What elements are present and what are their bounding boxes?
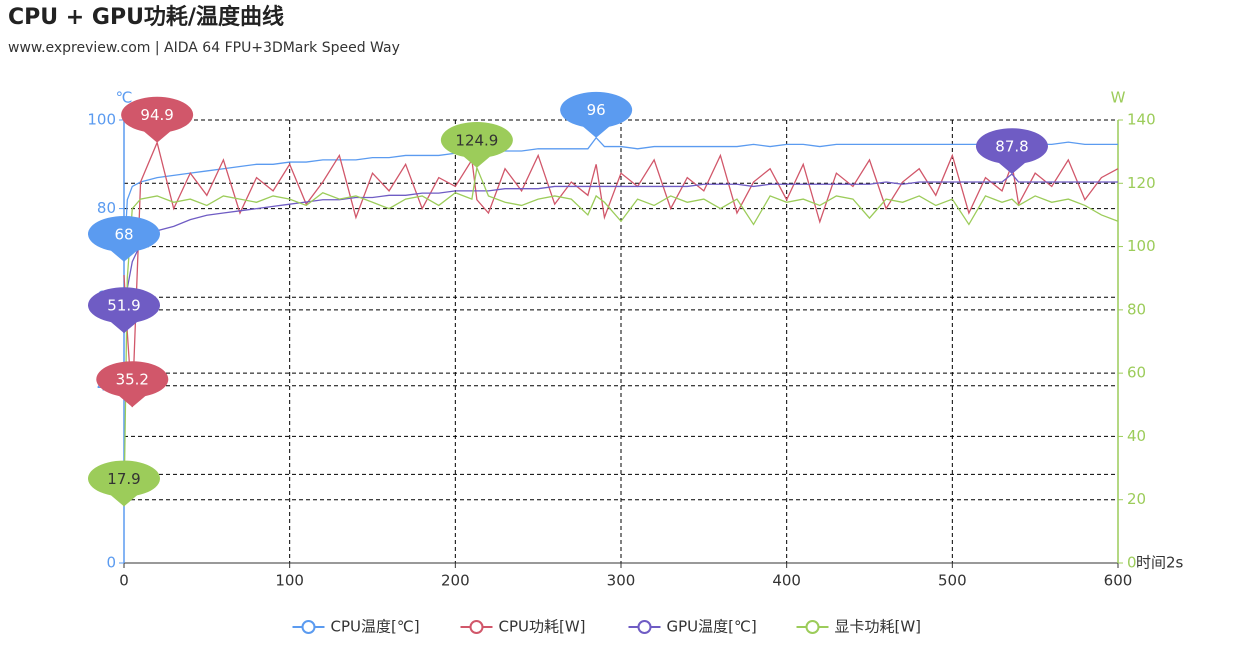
pin-marker: 35.2 xyxy=(96,361,169,408)
y2-tick-label: 0 xyxy=(1127,554,1137,572)
y2-tick-label: 60 xyxy=(1127,364,1146,382)
legend-label: GPU温度[℃] xyxy=(667,618,757,636)
pin-marker: 124.9 xyxy=(440,121,513,168)
x-tick-label: 300 xyxy=(607,572,636,590)
y2-tick-label: 40 xyxy=(1127,427,1146,445)
series-line xyxy=(123,165,1119,507)
pin-label: 87.8 xyxy=(995,138,1028,156)
y2-tick-label: 140 xyxy=(1127,111,1156,129)
chart-subtitle: www.expreview.com | AIDA 64 FPU+3DMark S… xyxy=(8,40,400,56)
legend-item[interactable]: GPU温度[℃] xyxy=(628,618,757,636)
x-tick-label: 400 xyxy=(772,572,801,590)
series-line xyxy=(123,140,1119,408)
pin-label: 35.2 xyxy=(116,371,149,389)
pin xyxy=(440,121,513,168)
legend-item[interactable]: 显卡功耗[W] xyxy=(796,618,922,636)
series-line xyxy=(123,136,1118,262)
chart-title: CPU + GPU功耗/温度曲线 xyxy=(8,4,284,30)
pin-label: 96 xyxy=(587,101,606,119)
pin xyxy=(88,287,160,334)
y-axis-title: ℃ xyxy=(116,89,133,107)
legend-label: CPU温度[℃] xyxy=(331,618,420,636)
legend-label: 显卡功耗[W] xyxy=(835,618,922,636)
y-tick-label: 100 xyxy=(87,111,116,129)
y-tick-label: 80 xyxy=(97,199,116,217)
legend-item[interactable]: CPU功耗[W] xyxy=(460,618,586,636)
legend-symbol xyxy=(637,620,652,634)
legend-symbol xyxy=(805,620,820,634)
pin-marker: 17.9 xyxy=(88,460,160,507)
pin-label: 94.9 xyxy=(140,106,173,124)
legend-item[interactable]: CPU温度[℃] xyxy=(292,618,420,636)
pin-marker: 51.9 xyxy=(88,287,160,334)
legend-symbol xyxy=(301,620,316,634)
pin-marker: 87.8 xyxy=(975,128,1048,175)
pin xyxy=(975,128,1048,175)
pin-label: 17.9 xyxy=(107,470,140,488)
y2-axis-title: W xyxy=(1111,89,1126,107)
x-tick-label: 100 xyxy=(275,572,304,590)
y2-tick-label: 20 xyxy=(1127,490,1146,508)
pin xyxy=(121,96,194,143)
legend-label: CPU功耗[W] xyxy=(499,618,586,636)
pin-marker: 94.9 xyxy=(121,96,194,143)
pin xyxy=(88,460,160,507)
pin-label: 51.9 xyxy=(107,297,140,315)
x-tick-label: 600 xyxy=(1104,572,1133,590)
y-tick-label: 0 xyxy=(106,554,116,572)
pin-marker: 96 xyxy=(560,91,633,138)
pin-label: 68 xyxy=(114,225,133,243)
y2-tick-label: 120 xyxy=(1127,174,1156,192)
x-tick-label: 500 xyxy=(938,572,967,590)
pin-marker: 68 xyxy=(88,215,160,262)
series-line xyxy=(123,173,1118,334)
x-axis-title: 时间2s xyxy=(1136,554,1184,572)
pin xyxy=(560,91,633,138)
y2-tick-label: 80 xyxy=(1127,300,1146,318)
legend-symbol xyxy=(469,620,484,634)
x-tick-label: 0 xyxy=(119,572,129,590)
pin-label: 124.9 xyxy=(455,131,498,149)
pin xyxy=(88,215,160,262)
y2-tick-label: 100 xyxy=(1127,237,1156,255)
pin xyxy=(96,361,169,408)
x-tick-label: 200 xyxy=(441,572,470,590)
